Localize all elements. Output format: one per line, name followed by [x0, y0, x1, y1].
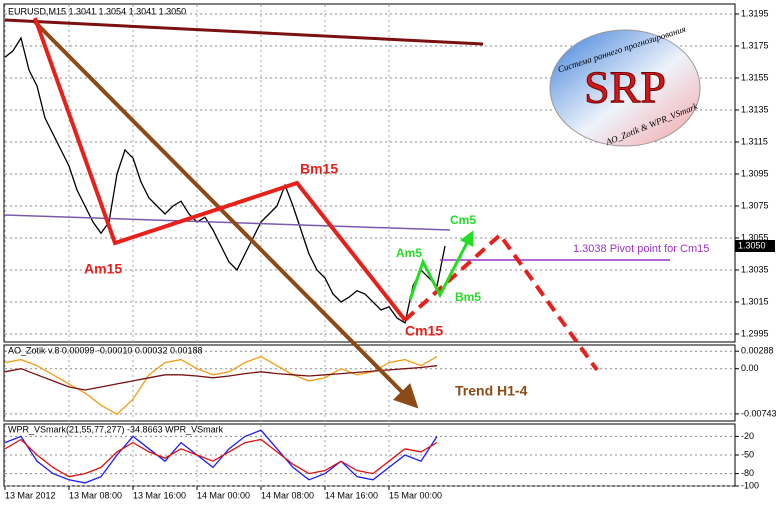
x-tick-label: 14 Mar 08:00: [261, 490, 314, 500]
trend-arrow: [33, 20, 419, 409]
x-tick-label: 13 Mar 08:00: [69, 490, 122, 500]
annotation: Am15: [84, 261, 122, 277]
small-wave: [408, 230, 474, 301]
y-tick-label: 1.3075: [741, 200, 769, 210]
y-tick-label: 1.3195: [741, 8, 769, 18]
series-line: [4, 429, 438, 484]
y-tick-label: 1.3095: [741, 168, 769, 178]
plot-layer: 1.3195 1.3175 1.3155 1.3135 1.3115 1.3095 1.30…: [4, 5, 776, 500]
y-tick-label: 1.3055: [741, 232, 769, 242]
panel-title: EURUSD,M15 1.3041 1.3054 1.3041 1.3050: [8, 6, 186, 16]
x-tick-label: 13 Mar 16:00: [133, 490, 186, 500]
annotation: Am5: [396, 246, 422, 260]
x-tick-label: 15 Mar 00:00: [389, 490, 442, 500]
y-tick-label: 0.00: [741, 363, 759, 373]
y-tick-label: -50: [741, 449, 754, 459]
y-tick-label: -100: [741, 480, 759, 490]
y-tick-label: 1.3035: [741, 264, 769, 274]
annotation: Bm15: [300, 161, 338, 177]
annotation: Cm5: [450, 213, 476, 227]
trend-line: [4, 18, 484, 46]
series-line: [4, 36, 446, 324]
price-tag-label: 1.3050: [738, 240, 766, 250]
annotation: Bm5: [455, 290, 481, 304]
series-line: [4, 365, 438, 391]
y-tick-label: 1.3015: [741, 296, 769, 306]
annotation: Trend H1-4: [455, 383, 528, 399]
x-tick-label: 14 Mar 00:00: [197, 490, 250, 500]
logo-badge: [549, 29, 701, 147]
series-line: [4, 438, 438, 478]
y-tick-label: 1.3115: [741, 136, 768, 146]
y-tick-label: 0.00288: [741, 346, 774, 356]
logo-title: SRP: [584, 62, 666, 113]
y-tick-label: -80: [741, 468, 754, 478]
y-tick-label: -0.00743: [741, 408, 776, 418]
x-tick-label: 13 Mar 2012: [5, 490, 56, 500]
price-tag: [735, 240, 775, 252]
y-tick-label: 1.3175: [741, 40, 769, 50]
trend-line: [4, 214, 451, 231]
main-panel: [3, 3, 736, 343]
y-tick-label: -20: [741, 431, 754, 441]
wave-line: [33, 17, 407, 322]
x-tick-label: 14 Mar 16:00: [325, 490, 378, 500]
annotation: 1.3038 Pivot point for Cm15: [573, 243, 709, 255]
annotation: Cm15: [405, 323, 443, 339]
y-tick-label: 1.3135: [741, 104, 769, 114]
panel-title: WPR_VSmark(21,55,77,277) -34.8663 WPR_VS…: [8, 424, 224, 434]
y-tick-label: 1.3155: [741, 72, 769, 82]
y-tick-label: 1.2995: [741, 328, 769, 338]
ao-panel: [3, 344, 736, 422]
panel-title: AO_Zotik v.8 0.00099 -0.00010 0.00032 0.…: [8, 345, 202, 355]
